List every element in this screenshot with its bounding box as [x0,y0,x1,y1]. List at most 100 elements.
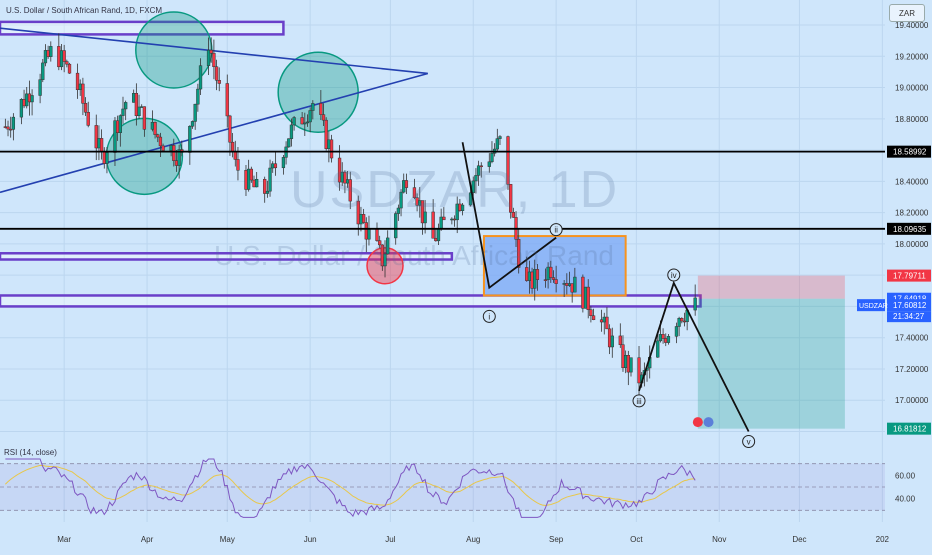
candle-body [65,61,69,65]
candle-body [396,207,401,214]
watermark-symbol: USDZAR, 1D [290,161,620,219]
x-tick-label: Mar [57,535,71,544]
candle-body [618,335,622,345]
wave-label-iv: iv [671,271,677,280]
take-profit-zone [697,298,845,429]
candle-body [511,212,516,218]
candle-body [664,338,668,343]
candle-body [626,355,630,373]
candle-body [337,157,342,183]
level-price-tag [887,222,931,235]
candle-body [97,138,101,149]
candle-body [495,138,499,150]
candle-body [404,180,409,188]
candle-body [230,141,235,153]
candle-body [217,80,221,84]
candle-body [196,88,200,105]
candle-body [412,187,417,198]
x-tick-label: May [220,535,235,544]
rsi-tick-label: 60.00 [895,471,916,480]
y-tick-label: 17.40000 [895,334,929,343]
x-tick-label: Aug [466,535,480,544]
rsi-line [5,458,696,518]
stop-loss-zone [697,275,845,299]
y-tick-label: 18.00000 [895,240,929,249]
symbol-tag [857,299,885,312]
candle-body [174,160,179,166]
wave-label-circle [632,394,646,408]
candle-body [677,317,681,327]
candle-body [161,145,165,151]
level-price-text: 18.09635 [893,225,927,234]
candle-body [308,110,312,123]
candle-body [530,271,534,289]
candle-body [233,151,237,160]
candle-body [43,50,48,64]
candle-body [113,120,117,153]
candle-body [99,138,104,152]
candle-body [169,145,173,151]
candle-body [83,103,88,113]
price-label-tag [887,422,931,435]
candle-body [623,355,628,368]
price-label-text: 16.81812 [893,425,927,434]
candle-body [549,266,553,278]
wave-label-circle [667,268,681,282]
currency-button[interactable]: ZAR [889,4,925,22]
candle-body [607,328,612,348]
candle-body [156,134,160,138]
candle-body [586,286,590,310]
candle-body [300,117,304,125]
correction-box [482,235,627,297]
candle-body [468,192,473,206]
candle-body [132,93,136,103]
y-tick-label: 18.20000 [895,209,929,218]
y-tick-label: 18.40000 [895,177,929,186]
candle-body [22,98,26,107]
candle-body [570,283,574,293]
candle-body [460,204,465,211]
y-tick-label: 19.20000 [895,52,929,61]
candle-body [153,122,157,135]
candle-body [498,136,502,139]
candle-body [59,50,64,68]
candle-body [115,120,120,133]
candle-body [46,50,50,57]
candle-body [554,279,558,284]
candle-body [134,93,139,116]
candle-body [102,151,106,164]
candle-body [610,335,614,348]
candle-body [206,49,211,66]
candle-body [268,167,272,192]
candle-body [121,108,125,116]
candle-body [661,334,665,339]
zone-rectangle [0,294,702,308]
candle-body [533,269,537,289]
chart-title: U.S. Dollar / South African Rand, 1D, FX… [6,6,163,15]
candle-body [490,153,494,163]
candle-body [682,320,687,323]
x-tick-label: Apr [141,535,154,544]
candle-body [172,145,176,161]
candle-body [562,283,566,285]
y-tick-label: 17.00000 [895,396,929,405]
candle-body [305,121,310,124]
candle-body [591,315,596,320]
candle-body [190,121,195,127]
candle-body [265,190,270,194]
price-label-text: 17.79711 [893,272,926,281]
candle-body [75,72,80,90]
x-tick-label: Sep [549,535,564,544]
price-label-tag [887,269,931,282]
x-tick-label: 202 [876,535,890,544]
candle-body [551,277,556,280]
candle-body [324,119,328,149]
candle-body [177,149,181,166]
candle-body [263,178,267,194]
candle-body [375,228,379,241]
candle-body [292,117,296,126]
x-tick-label: Jul [385,535,395,544]
candle-body [656,340,660,358]
